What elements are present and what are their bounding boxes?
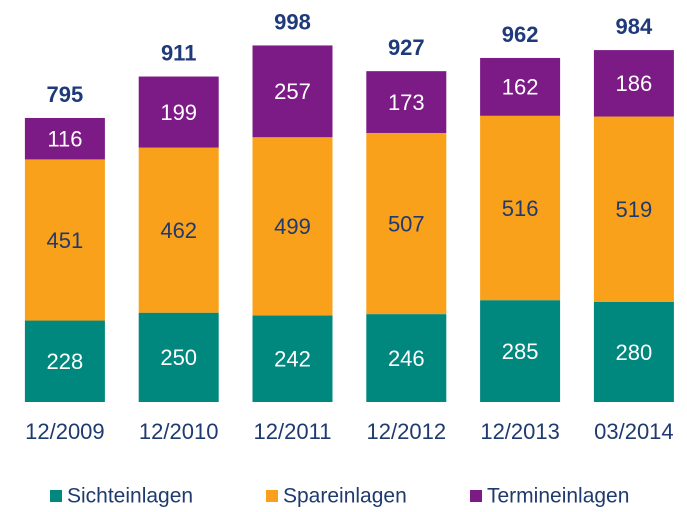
total-label: 998 [274, 9, 311, 34]
bar-segment [593, 116, 674, 302]
legend-swatch [470, 490, 482, 502]
bar-segment [366, 314, 447, 402]
bar-segment [138, 312, 219, 402]
bar-segment [252, 315, 333, 402]
bar-segment [480, 300, 561, 402]
value-label: 228 [47, 349, 84, 374]
value-label: 519 [616, 197, 653, 222]
value-label: 451 [47, 228, 84, 253]
value-label: 257 [274, 79, 311, 104]
value-label: 116 [47, 127, 82, 152]
bar-segment [24, 320, 105, 402]
x-tick-label: 12/2013 [480, 419, 560, 444]
total-label: 927 [388, 35, 425, 60]
value-label: 246 [388, 346, 425, 371]
bar-segment [252, 137, 333, 316]
value-label: 516 [502, 196, 539, 221]
value-label: 280 [616, 340, 653, 365]
bar-segment [366, 71, 447, 133]
x-tick-label: 12/2009 [25, 419, 105, 444]
bar-segment [480, 115, 561, 301]
x-tick-label: 12/2010 [139, 419, 219, 444]
bar-segment [24, 159, 105, 321]
bar-segment [593, 301, 674, 402]
legend-label: Sichteinlagen [67, 485, 193, 508]
value-label: 162 [502, 75, 539, 100]
x-tick-label: 12/2012 [367, 419, 447, 444]
value-label: 173 [388, 90, 425, 115]
bar-segment [593, 50, 674, 117]
total-label: 911 [161, 40, 197, 65]
legend-swatch [50, 490, 62, 502]
value-label: 250 [160, 345, 197, 370]
value-label: 285 [502, 339, 539, 364]
legend-label: Termineinlagen [487, 485, 629, 508]
legend-swatch [266, 490, 278, 502]
value-label: 507 [388, 211, 425, 236]
value-label: 462 [160, 218, 197, 243]
bar-segment [138, 76, 219, 148]
bar-segment [24, 117, 105, 160]
x-tick-label: 12/2011 [254, 419, 332, 444]
x-tick-label: 03/2014 [594, 419, 674, 444]
total-label: 962 [502, 22, 539, 47]
value-label: 186 [616, 71, 653, 96]
bar-segment [252, 45, 333, 138]
value-label: 499 [274, 214, 311, 239]
legend-label: Spareinlagen [283, 485, 407, 508]
total-label: 984 [616, 14, 653, 39]
value-label: 242 [274, 347, 311, 372]
bar-segment [366, 132, 447, 315]
bar-segment [480, 57, 561, 116]
bar-segment [138, 147, 219, 313]
value-label: 199 [160, 100, 197, 125]
total-label: 795 [47, 82, 84, 107]
